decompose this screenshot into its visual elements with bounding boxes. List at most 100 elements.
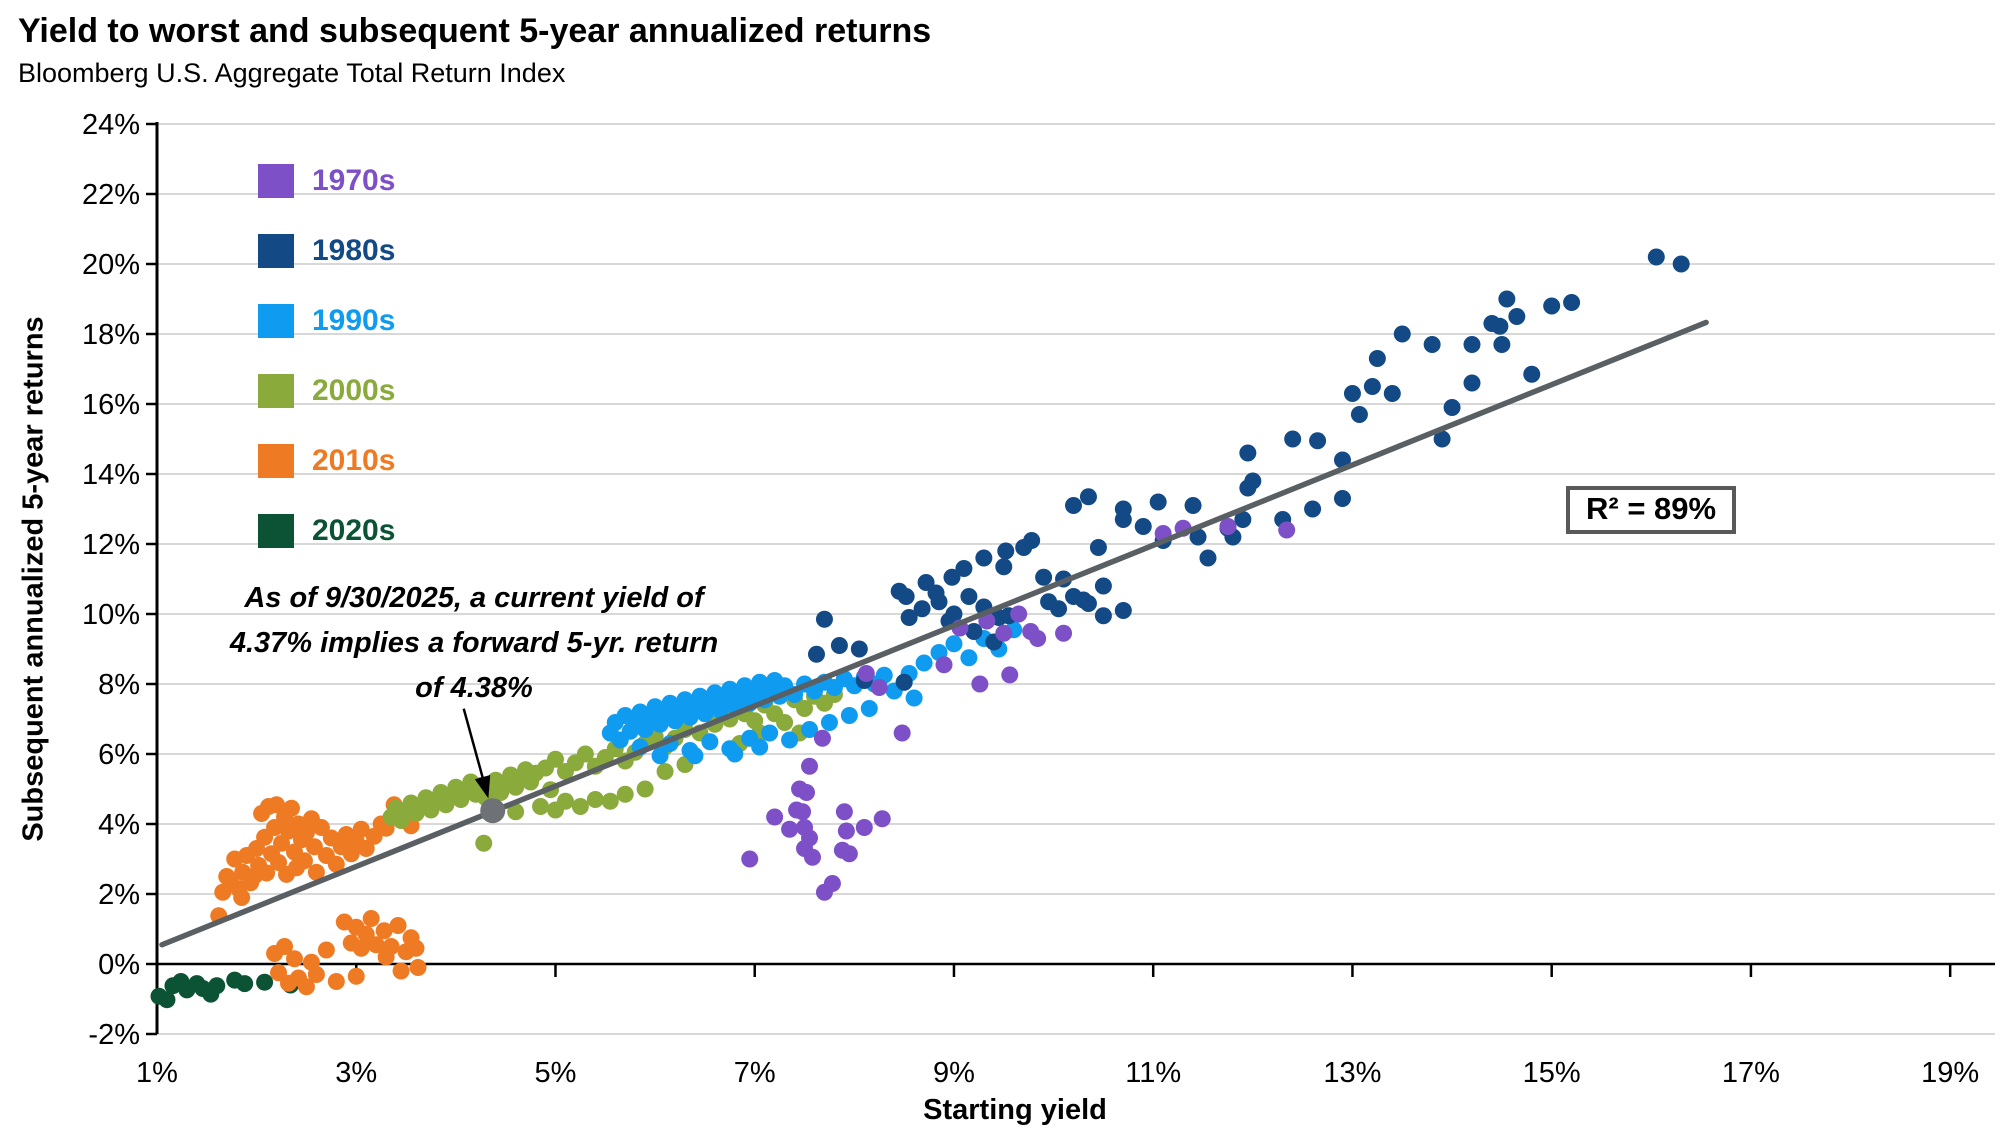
data-point-1970s: [870, 679, 888, 696]
data-point-2010s: [285, 950, 303, 968]
data-point-1990s: [686, 747, 704, 765]
data-point-1970s: [804, 848, 822, 866]
legend-label: 2010s: [312, 444, 396, 477]
data-point-2010s: [409, 959, 427, 976]
data-point-1980s: [1563, 294, 1581, 311]
data-point-1980s: [1350, 406, 1368, 423]
legend-item-2010s: 2010s: [258, 426, 395, 496]
data-point-1980s: [1333, 490, 1351, 507]
x-tick-label: 1%: [136, 1057, 178, 1089]
y-tick-label: 10%: [82, 599, 140, 631]
legend-swatch-icon: [258, 164, 294, 198]
data-point-1990s: [840, 707, 858, 724]
data-point-2020s: [158, 991, 176, 1009]
legend-swatch-icon: [258, 234, 294, 268]
data-point-1980s: [850, 640, 868, 658]
data-point-1980s: [1094, 577, 1112, 595]
legend-swatch-icon: [258, 444, 294, 478]
x-tick-label: 9%: [933, 1057, 975, 1089]
x-tick-label: 15%: [1523, 1057, 1581, 1089]
data-point-2000s: [532, 798, 550, 815]
data-point-1980s: [1114, 602, 1132, 619]
data-point-1980s: [1023, 532, 1041, 549]
annotation-line-2: 4.37% implies a forward 5-yr. return: [229, 627, 719, 659]
data-point-2000s: [571, 798, 589, 815]
y-tick-label: 16%: [82, 389, 140, 421]
y-tick-label: 20%: [82, 249, 140, 281]
y-tick-label: -2%: [88, 1019, 140, 1051]
data-point-1970s: [1219, 518, 1237, 535]
data-point-2010s: [268, 796, 286, 814]
data-point-1980s: [1239, 444, 1257, 462]
data-point-1970s: [813, 729, 831, 747]
data-point-1980s: [1239, 479, 1257, 497]
data-point-1980s: [1363, 378, 1381, 395]
data-point-2010s: [295, 852, 313, 870]
data-point-1970s: [855, 819, 873, 836]
data-point-1990s: [726, 745, 744, 763]
data-point-1980s: [1383, 385, 1401, 402]
data-point-1980s: [1672, 255, 1690, 273]
data-point-1980s: [1433, 430, 1451, 448]
annotation-line-3: of 4.38%: [415, 672, 533, 704]
x-tick-label: 7%: [734, 1057, 776, 1089]
data-point-1990s: [860, 700, 878, 717]
data-point-2010s: [375, 922, 393, 940]
x-tick-label: 3%: [335, 1057, 377, 1089]
data-point-1970s: [801, 757, 819, 775]
data-point-1970s: [1278, 521, 1296, 539]
data-point-1990s: [651, 747, 669, 765]
data-point-1970s: [935, 656, 953, 674]
data-point-2010s: [389, 917, 407, 934]
chart-subtitle: Bloomberg U.S. Aggregate Total Return In…: [18, 58, 566, 88]
legend-item-1980s: 1980s: [258, 216, 395, 286]
data-point-1980s: [1368, 350, 1386, 367]
y-tick-label: 14%: [82, 459, 140, 491]
y-tick-label: 24%: [82, 109, 140, 141]
data-point-1990s: [701, 733, 719, 751]
data-point-1970s: [823, 875, 841, 892]
data-point-1980s: [1199, 549, 1217, 567]
data-point-2010s: [307, 863, 325, 881]
data-point-1980s: [995, 558, 1013, 576]
data-point-1990s: [905, 689, 923, 707]
data-point-2000s: [796, 700, 814, 717]
data-point-2010s: [377, 948, 395, 966]
data-point-1970s: [798, 784, 816, 801]
legend-swatch-icon: [258, 374, 294, 408]
data-point-1970s: [837, 822, 855, 840]
data-point-2010s: [327, 855, 345, 873]
data-point-2020s: [256, 973, 274, 991]
data-point-1980s: [1343, 385, 1361, 402]
data-point-1980s: [975, 549, 993, 567]
data-point-2000s: [546, 750, 564, 768]
data-point-2010s: [392, 962, 410, 980]
data-point-1980s: [1074, 591, 1092, 609]
data-point-2010s: [352, 939, 370, 957]
data-point-2010s: [307, 966, 325, 983]
data-point-2010s: [407, 939, 425, 957]
current-yield-annotation: As of 9/30/2025, a current yield of 4.37…: [168, 576, 780, 711]
data-point-1980s: [1463, 374, 1481, 392]
data-point-1970s: [995, 624, 1013, 642]
legend-swatch-icon: [258, 514, 294, 548]
legend-label: 2000s: [312, 374, 396, 407]
data-point-2000s: [475, 834, 493, 852]
annotation-line-1: As of 9/30/2025, a current yield of: [244, 582, 704, 614]
data-point-1970s: [1055, 624, 1073, 642]
data-point-1980s: [1134, 518, 1152, 535]
x-axis-title: Starting yield: [923, 1094, 1107, 1126]
data-point-1970s: [833, 841, 851, 859]
data-point-1970s: [781, 820, 799, 838]
data-point-2010s: [352, 820, 370, 838]
y-tick-label: 8%: [98, 669, 140, 701]
trend-line: [159, 319, 1709, 948]
data-point-1980s: [997, 542, 1015, 560]
data-point-2010s: [282, 799, 300, 817]
data-point-2010s: [357, 840, 375, 857]
data-point-1980s: [1647, 248, 1665, 266]
data-point-2010s: [233, 889, 251, 906]
annotation-arrow-shaft: [462, 708, 487, 790]
data-point-1970s: [766, 808, 784, 826]
